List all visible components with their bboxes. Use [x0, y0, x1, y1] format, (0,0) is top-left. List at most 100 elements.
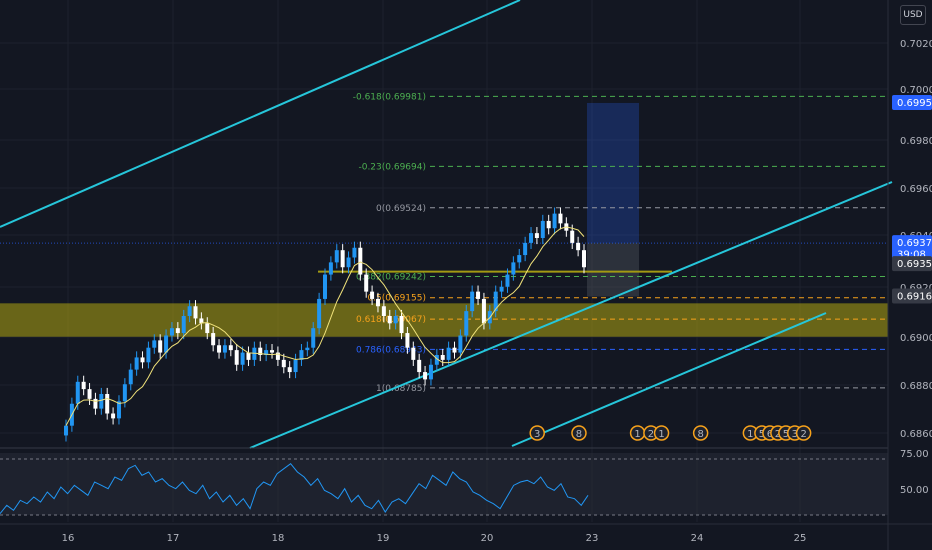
stop-box[interactable]: [587, 243, 639, 297]
price-tag[interactable]: 0.69160: [892, 288, 932, 304]
rsi-tick-label: 50.00: [900, 485, 929, 496]
candle: [158, 340, 163, 353]
price-tag-bg: [892, 94, 932, 110]
fib-label: 0.382(0.69242): [356, 273, 426, 283]
candle: [299, 350, 304, 360]
candle: [529, 233, 534, 243]
time-tick-label: 25: [794, 533, 807, 544]
candle: [240, 352, 245, 365]
event-marker-count: 8: [697, 429, 703, 440]
candle: [246, 352, 251, 360]
event-marker[interactable]: 8: [571, 425, 587, 441]
candle: [293, 359, 298, 373]
channel-upper-line[interactable]: [0, 0, 521, 228]
candle: [199, 318, 204, 324]
moving-average-line: [65, 226, 585, 426]
candle: [211, 333, 216, 346]
candle: [287, 367, 292, 373]
time-tick-label: 24: [691, 533, 704, 544]
candle: [122, 384, 127, 402]
candle: [446, 347, 451, 360]
time-tick-label: 19: [377, 533, 390, 544]
rsi-tick-label: 75.00: [900, 449, 929, 460]
candle: [228, 345, 233, 351]
time-tick-label: 16: [62, 533, 75, 544]
price-tag[interactable]: 0.69357: [892, 256, 932, 272]
candle: [534, 233, 539, 238]
candle: [452, 347, 457, 353]
event-marker-count: 3: [792, 429, 798, 440]
candle: [334, 250, 339, 263]
event-marker[interactable]: 3: [529, 425, 545, 441]
candle: [105, 394, 110, 414]
channel-lower-line[interactable]: [511, 312, 827, 447]
price-tag[interactable]: 0.69954: [892, 94, 932, 110]
candle: [399, 316, 404, 334]
candle: [440, 355, 445, 360]
candle: [258, 347, 263, 355]
currency-button[interactable]: USD: [900, 5, 926, 25]
candle: [375, 298, 380, 307]
event-marker[interactable]: 8: [692, 425, 709, 441]
candle: [405, 333, 410, 348]
candle: [393, 316, 398, 324]
candle: [358, 247, 363, 275]
support-zone: [0, 303, 888, 337]
candle: [434, 355, 439, 365]
event-marker-count: 5: [759, 429, 765, 440]
event-marker[interactable]: 2: [795, 425, 812, 441]
fib-label: 0(0.69524): [376, 204, 426, 214]
candle: [346, 257, 351, 268]
candle: [470, 291, 475, 312]
candle: [181, 316, 186, 334]
event-marker-count: 2: [775, 429, 781, 440]
channel-mid-line[interactable]: [249, 181, 893, 449]
candle: [576, 242, 581, 251]
event-marker[interactable]: 1: [629, 425, 646, 441]
candle: [305, 347, 310, 351]
price-tag-label: 0.69954: [897, 98, 932, 109]
candle: [481, 298, 486, 324]
candle: [252, 347, 257, 360]
candle: [540, 220, 545, 238]
candle: [476, 291, 481, 299]
candle: [499, 286, 504, 292]
candle: [81, 381, 86, 390]
candle: [340, 250, 345, 268]
time-tick-label: 20: [481, 533, 494, 544]
target-box[interactable]: [587, 102, 639, 244]
candle: [164, 335, 169, 353]
candle: [64, 425, 68, 436]
candle: [523, 242, 528, 256]
candle: [582, 250, 586, 268]
event-marker-count: 2: [648, 429, 654, 440]
candle: [222, 345, 227, 353]
fib-label: 1(0.68785): [376, 384, 426, 394]
candle: [217, 345, 222, 353]
candle: [152, 340, 157, 348]
candle: [317, 298, 322, 329]
fib-label: 0.5(0.69155): [367, 294, 426, 304]
candle: [428, 364, 433, 380]
event-marker[interactable]: 1: [653, 425, 670, 441]
candle: [111, 413, 116, 419]
event-marker-icon: [529, 425, 545, 441]
event-marker-icon: [795, 425, 812, 441]
candle: [281, 359, 286, 368]
event-marker-icon: [571, 425, 587, 441]
candle: [93, 398, 98, 409]
event-marker-count: 8: [576, 429, 582, 440]
rsi-line: [0, 462, 589, 514]
price-tag-bg: [892, 288, 932, 304]
candle: [116, 401, 121, 419]
candle: [387, 316, 392, 324]
event-marker-count: 1: [658, 429, 664, 440]
candle: [546, 220, 551, 229]
candle: [558, 213, 563, 224]
